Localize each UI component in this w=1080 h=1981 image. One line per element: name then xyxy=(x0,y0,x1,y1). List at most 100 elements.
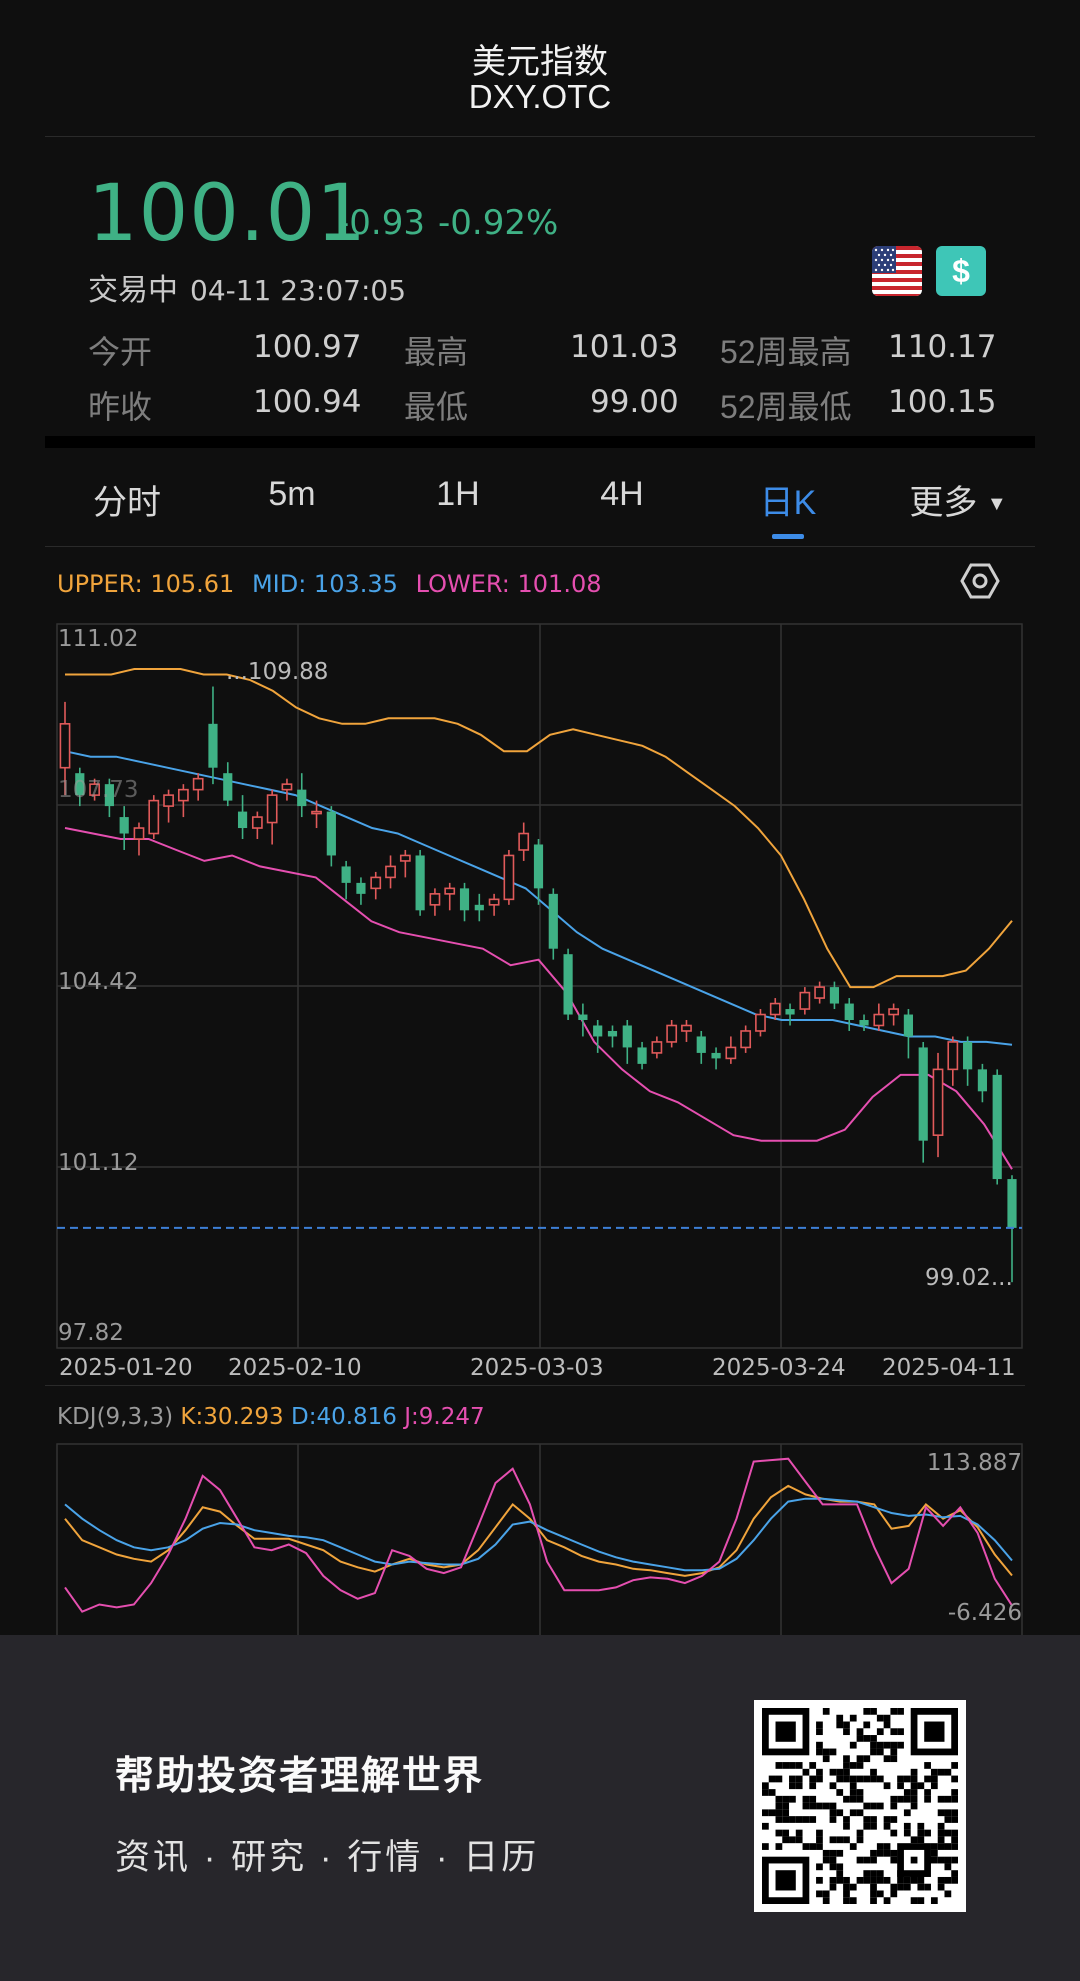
candle xyxy=(711,1047,721,1070)
qr-module xyxy=(876,1748,884,1756)
candle xyxy=(799,987,811,1015)
qr-module xyxy=(876,1728,884,1736)
qr-module xyxy=(944,1863,952,1871)
qr-module xyxy=(822,1748,830,1756)
qr-module xyxy=(924,1883,931,1891)
qr-module xyxy=(924,1762,931,1769)
qr-module xyxy=(775,1829,783,1837)
qr-module xyxy=(944,1809,952,1817)
stat-label-52w-low: 52周最低 xyxy=(720,389,852,425)
candle xyxy=(208,686,218,785)
qr-module xyxy=(795,1816,803,1823)
qr-module xyxy=(903,1789,911,1796)
qr-module xyxy=(782,1809,790,1817)
y-tick-label: 111.02 xyxy=(58,626,138,652)
candle-body xyxy=(104,784,114,807)
candle xyxy=(459,882,470,922)
stat-value-prev-close: 100.94 xyxy=(253,384,362,420)
qr-module xyxy=(930,1897,938,1904)
candle xyxy=(119,806,129,850)
candle xyxy=(740,1025,752,1053)
tab-intraday[interactable]: 分时 xyxy=(93,484,161,522)
qr-module xyxy=(762,1789,769,1796)
qr-module xyxy=(903,1775,911,1783)
candle-body xyxy=(326,811,336,856)
tab-4h[interactable]: 4H xyxy=(600,475,644,513)
qr-module xyxy=(843,1890,850,1898)
kline-candles xyxy=(59,686,1017,1283)
tab-daily-k[interactable]: 日K xyxy=(759,484,817,522)
qr-module xyxy=(816,1741,823,1749)
qr-module xyxy=(951,1829,958,1837)
qr-module xyxy=(910,1795,918,1803)
period-tabs: 分时 5m 1H 4H 日K 更多 ▼ xyxy=(45,449,1035,546)
qr-finder-core xyxy=(775,1721,796,1742)
qr-module xyxy=(890,1755,898,1763)
qr-module xyxy=(849,1789,857,1796)
qr-module xyxy=(870,1708,877,1715)
qr-module xyxy=(829,1856,837,1864)
qr-module xyxy=(937,1883,945,1891)
section-divider xyxy=(45,436,1035,448)
qr-module xyxy=(870,1890,877,1898)
qr-module xyxy=(903,1822,911,1830)
kdj-chart[interactable]: 113.887 -6.426 xyxy=(0,1440,1080,1645)
qr-module xyxy=(910,1876,918,1884)
x-tick-label: 2025-03-24 xyxy=(712,1355,846,1381)
qr-module xyxy=(910,1836,918,1844)
qr-module xyxy=(809,1816,817,1823)
candle-body xyxy=(119,817,129,834)
y-tick-label: 101.12 xyxy=(58,1150,138,1176)
candle xyxy=(622,1020,632,1064)
qr-module xyxy=(863,1735,871,1742)
qr-module xyxy=(937,1829,945,1837)
boll-mid: MID: 103.35 xyxy=(251,570,398,598)
qr-module xyxy=(951,1775,958,1783)
candle-body xyxy=(133,827,145,840)
qr-module xyxy=(917,1782,925,1790)
candle-body xyxy=(651,1041,663,1054)
qr-align-core xyxy=(910,1856,918,1864)
qr-module xyxy=(944,1876,952,1884)
price-change-percent: -0.92% xyxy=(438,203,559,243)
kdj-legend: KDJ(9,3,3) K:30.293 D:40.816 J:9.247 xyxy=(57,1404,485,1430)
candle xyxy=(104,778,114,818)
boll-upper-line xyxy=(65,668,1013,989)
qr-module xyxy=(876,1843,884,1850)
kdj-name: KDJ(9,3,3) xyxy=(57,1404,174,1430)
qr-module xyxy=(890,1741,898,1749)
qr-module xyxy=(951,1870,958,1877)
settings-icon[interactable] xyxy=(960,561,1000,601)
qr-module xyxy=(816,1768,823,1776)
candle-body xyxy=(593,1025,603,1037)
qr-module xyxy=(836,1768,844,1776)
tab-1h[interactable]: 1H xyxy=(436,475,480,513)
qr-module xyxy=(802,1768,810,1776)
boll-legend: UPPER: 105.61 MID: 103.35 LOWER: 101.08 xyxy=(57,570,602,598)
candle-body xyxy=(177,788,189,802)
stat-value-open: 100.97 xyxy=(253,329,362,365)
kdj-labels: 113.887 -6.426 xyxy=(927,1450,1022,1626)
candle xyxy=(370,871,382,900)
qr-module xyxy=(822,1849,830,1857)
qr-module xyxy=(816,1876,823,1884)
qr-module xyxy=(829,1782,837,1790)
tab-more[interactable]: 更多 ▼ xyxy=(893,475,1023,524)
kdj-j: J:9.247 xyxy=(404,1404,485,1430)
qr-module xyxy=(903,1883,911,1891)
qr-module xyxy=(802,1816,810,1823)
tab-5m[interactable]: 5m xyxy=(268,475,316,513)
qr-module xyxy=(829,1849,837,1857)
qr-module xyxy=(843,1897,850,1904)
candle-body xyxy=(977,1069,987,1092)
qr-module xyxy=(944,1843,952,1850)
candle-body xyxy=(947,1041,959,1071)
qr-module xyxy=(876,1741,884,1749)
candle-body xyxy=(251,816,263,829)
candle xyxy=(133,822,145,856)
qr-module xyxy=(843,1836,850,1844)
candle-body xyxy=(918,1047,928,1141)
candle-body xyxy=(681,1024,692,1032)
qr-module xyxy=(816,1802,823,1810)
kline-chart[interactable]: 111.02 104.42 101.12 97.82 107.73 ...109.88 99… xyxy=(0,610,1080,1385)
